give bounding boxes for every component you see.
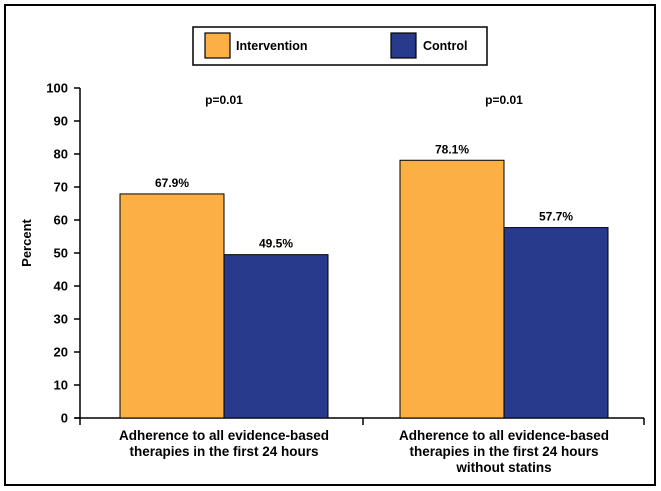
y-tick-label: 80 (54, 147, 68, 162)
legend: Intervention Control (192, 26, 488, 66)
y-tick-label: 70 (54, 180, 68, 195)
y-tick-label: 50 (54, 246, 68, 261)
legend-swatch-control (390, 32, 417, 59)
y-tick-label: 30 (54, 312, 68, 327)
bar-control (503, 227, 609, 419)
category-label: Adherence to all evidence-based (119, 428, 329, 443)
data-label: 57.7% (539, 210, 573, 224)
category-label: therapies in the first 24 hours (129, 444, 318, 459)
legend-swatch-intervention (204, 32, 231, 59)
y-tick-label: 90 (54, 114, 68, 129)
data-label: 78.1% (435, 142, 469, 156)
y-tick-label: 100 (46, 81, 68, 96)
category-label: Adherence to all evidence-based (399, 428, 609, 443)
y-tick-label: 10 (54, 378, 68, 393)
y-tick-label: 0 (61, 411, 68, 426)
p-value-annotation: p=0.01 (205, 93, 243, 107)
data-label: 67.9% (155, 176, 189, 190)
y-axis-label: Percent (19, 218, 34, 266)
legend-label-intervention: Intervention (236, 39, 308, 53)
p-value-annotation: p=0.01 (485, 93, 523, 107)
bar-control (223, 254, 329, 419)
legend-label-control: Control (423, 39, 467, 53)
category-label: without statins (455, 460, 551, 475)
bar-intervention (119, 193, 225, 419)
data-label: 49.5% (259, 237, 293, 251)
y-tick-label: 60 (54, 213, 68, 228)
category-label: therapies in the first 24 hours (409, 444, 598, 459)
bar-intervention (399, 159, 505, 419)
legend-box (192, 26, 488, 66)
y-tick-label: 40 (54, 279, 68, 294)
y-tick-label: 20 (54, 345, 68, 360)
